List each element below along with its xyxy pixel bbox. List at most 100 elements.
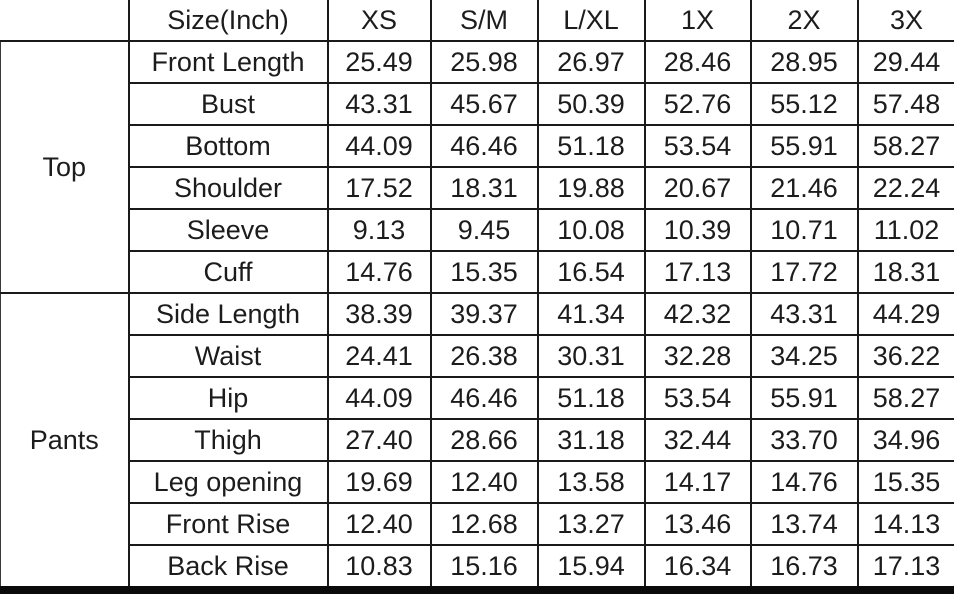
measurement-value: 55.12 bbox=[751, 83, 858, 125]
measurement-value: 21.46 bbox=[751, 167, 858, 209]
measurement-label: Bottom bbox=[129, 125, 328, 167]
measurement-value: 41.34 bbox=[538, 293, 645, 335]
section-label-pants: Pants bbox=[1, 293, 129, 590]
measurement-label: Bust bbox=[129, 83, 328, 125]
measurement-value: 42.32 bbox=[645, 293, 751, 335]
measurement-value: 28.66 bbox=[431, 419, 538, 461]
measurement-value: 38.39 bbox=[328, 293, 431, 335]
measurement-label: Cuff bbox=[129, 251, 328, 293]
measurement-value: 53.54 bbox=[645, 125, 751, 167]
measurement-value: 32.28 bbox=[645, 335, 751, 377]
measurement-label: Waist bbox=[129, 335, 328, 377]
measurement-value: 9.13 bbox=[328, 209, 431, 251]
header-corner-cell bbox=[1, 0, 129, 41]
measurement-value: 28.46 bbox=[645, 41, 751, 83]
measurement-value: 44.09 bbox=[328, 377, 431, 419]
measurement-value: 45.67 bbox=[431, 83, 538, 125]
measurement-value: 58.27 bbox=[858, 125, 954, 167]
measurement-value: 20.67 bbox=[645, 167, 751, 209]
measurement-value: 10.39 bbox=[645, 209, 751, 251]
header-size-1x: 1X bbox=[645, 0, 751, 41]
measurement-value: 14.76 bbox=[751, 461, 858, 503]
header-size-label: Size(Inch) bbox=[129, 0, 328, 41]
section-label-top: Top bbox=[1, 41, 129, 293]
measurement-value: 18.31 bbox=[858, 251, 954, 293]
header-size-3x: 3X bbox=[858, 0, 954, 41]
measurement-label: Side Length bbox=[129, 293, 328, 335]
measurement-value: 22.24 bbox=[858, 167, 954, 209]
measurement-value: 16.54 bbox=[538, 251, 645, 293]
measurement-value: 19.69 bbox=[328, 461, 431, 503]
measurement-value: 53.54 bbox=[645, 377, 751, 419]
measurement-label: Front Length bbox=[129, 41, 328, 83]
header-size-2x: 2X bbox=[751, 0, 858, 41]
measurement-value: 28.95 bbox=[751, 41, 858, 83]
measurement-value: 51.18 bbox=[538, 125, 645, 167]
measurement-value: 58.27 bbox=[858, 377, 954, 419]
measurement-value: 44.09 bbox=[328, 125, 431, 167]
measurement-value: 10.71 bbox=[751, 209, 858, 251]
measurement-value: 34.25 bbox=[751, 335, 858, 377]
measurement-value: 14.76 bbox=[328, 251, 431, 293]
measurement-value: 36.22 bbox=[858, 335, 954, 377]
measurement-value: 17.52 bbox=[328, 167, 431, 209]
measurement-value: 26.38 bbox=[431, 335, 538, 377]
measurement-value: 14.17 bbox=[645, 461, 751, 503]
header-size-s-m: S/M bbox=[431, 0, 538, 41]
measurement-value: 12.40 bbox=[431, 461, 538, 503]
measurement-value: 12.68 bbox=[431, 503, 538, 545]
measurement-value: 17.72 bbox=[751, 251, 858, 293]
measurement-value: 15.35 bbox=[858, 461, 954, 503]
measurement-label: Sleeve bbox=[129, 209, 328, 251]
measurement-value: 17.13 bbox=[645, 251, 751, 293]
measurement-label: Front Rise bbox=[129, 503, 328, 545]
measurement-value: 55.91 bbox=[751, 377, 858, 419]
measurement-value: 18.31 bbox=[431, 167, 538, 209]
measurement-value: 25.49 bbox=[328, 41, 431, 83]
measurement-value: 43.31 bbox=[751, 293, 858, 335]
measurement-value: 13.27 bbox=[538, 503, 645, 545]
measurement-value: 26.97 bbox=[538, 41, 645, 83]
measurement-value: 13.58 bbox=[538, 461, 645, 503]
measurement-value: 11.02 bbox=[858, 209, 954, 251]
measurement-value: 10.08 bbox=[538, 209, 645, 251]
measurement-label: Hip bbox=[129, 377, 328, 419]
measurement-value: 52.76 bbox=[645, 83, 751, 125]
measurement-value: 24.41 bbox=[328, 335, 431, 377]
measurement-value: 15.35 bbox=[431, 251, 538, 293]
measurement-label: Thigh bbox=[129, 419, 328, 461]
measurement-value: 19.88 bbox=[538, 167, 645, 209]
measurement-value: 46.46 bbox=[431, 377, 538, 419]
measurement-value: 13.46 bbox=[645, 503, 751, 545]
measurement-label: Leg opening bbox=[129, 461, 328, 503]
measurement-value: 14.13 bbox=[858, 503, 954, 545]
measurement-value: 27.40 bbox=[328, 419, 431, 461]
measurement-value: 31.18 bbox=[538, 419, 645, 461]
measurement-value: 57.48 bbox=[858, 83, 954, 125]
measurement-value: 33.70 bbox=[751, 419, 858, 461]
measurement-value: 34.96 bbox=[858, 419, 954, 461]
measurement-value: 39.37 bbox=[431, 293, 538, 335]
measurement-value: 29.44 bbox=[858, 41, 954, 83]
measurement-value: 32.44 bbox=[645, 419, 751, 461]
measurement-value: 55.91 bbox=[751, 125, 858, 167]
measurement-value: 46.46 bbox=[431, 125, 538, 167]
measurement-value: 43.31 bbox=[328, 83, 431, 125]
